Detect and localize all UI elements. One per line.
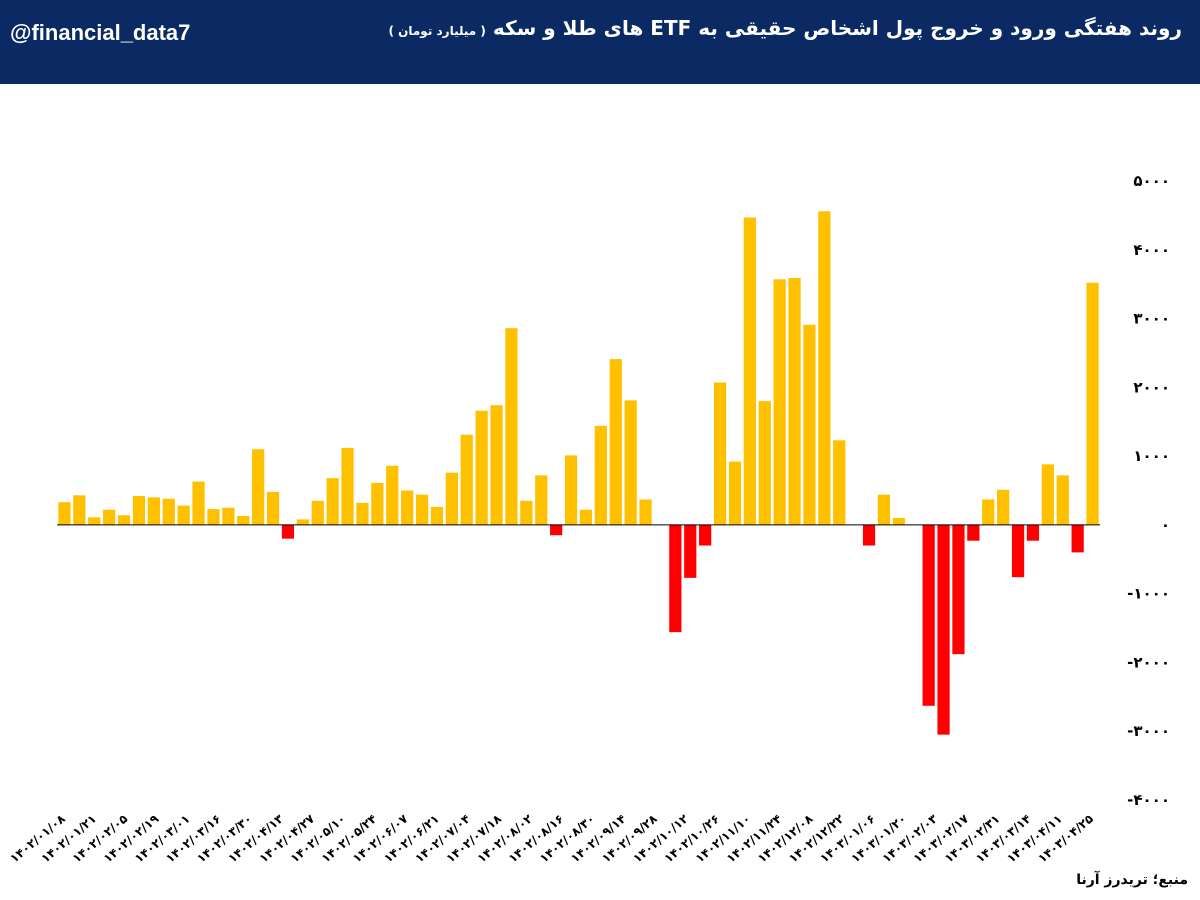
- bar: [341, 447, 354, 525]
- bar: [505, 328, 518, 525]
- bar: [758, 401, 771, 525]
- bar: [73, 495, 86, 525]
- bar: [535, 475, 548, 525]
- bar: [699, 524, 712, 546]
- bar: [997, 489, 1010, 525]
- bar: [460, 434, 473, 525]
- y-tick-label: ۱۰۰۰: [1133, 447, 1170, 465]
- bar: [833, 440, 846, 525]
- bar: [445, 472, 458, 525]
- chart-title: روند هفتگی ورود و خروج پول اشخاص حقیقی ب…: [388, 16, 1182, 40]
- y-tick-label: -۲۰۰۰: [1127, 653, 1170, 671]
- bar: [222, 507, 235, 525]
- bar: [252, 449, 265, 525]
- bar: [952, 524, 965, 655]
- bar: [311, 500, 324, 525]
- bar: [103, 509, 116, 525]
- bar: [58, 502, 71, 525]
- bar: [237, 515, 250, 525]
- bar: [1071, 524, 1084, 553]
- bar: [1086, 282, 1099, 525]
- y-tick-label: ۴۰۰۰: [1133, 241, 1170, 259]
- bar: [490, 405, 503, 525]
- bar: [550, 524, 563, 536]
- bar: [982, 499, 995, 525]
- bar: [147, 497, 160, 525]
- y-tick-label: ۵۰۰۰: [1133, 172, 1170, 190]
- y-axis-ticks: ۵۰۰۰ ۴۰۰۰ ۳۰۰۰ ۲۰۰۰ ۱۰۰۰ ۰ -۱۰۰۰ -۲۰۰۰ -۳۰۰۰ -۴۰۰…: [1127, 172, 1170, 809]
- y-tick-label: -۴۰۰۰: [1127, 791, 1170, 809]
- bar: [326, 478, 339, 525]
- bar: [579, 509, 593, 525]
- bar: [713, 382, 727, 525]
- bar: [937, 524, 950, 735]
- bar: [1056, 475, 1069, 525]
- bar: [788, 277, 801, 525]
- bar: [177, 505, 190, 525]
- bar: [192, 481, 205, 525]
- bar: [728, 461, 742, 525]
- bar: [743, 217, 756, 525]
- y-tick-label: -۳۰۰۰: [1127, 722, 1170, 740]
- bar: [415, 494, 429, 525]
- bar: [684, 524, 697, 578]
- bar: [88, 517, 101, 525]
- bar: [475, 410, 488, 525]
- bar: [594, 425, 607, 525]
- bar: [1011, 524, 1025, 578]
- bar: [564, 455, 578, 525]
- source-note: منبع؛ تریدرز آرنا: [1076, 872, 1188, 888]
- bars-group: [58, 211, 1099, 735]
- bar: [281, 524, 295, 539]
- bar: [162, 498, 175, 525]
- bar: [1041, 464, 1054, 525]
- bar: [877, 494, 891, 525]
- y-tick-label: -۱۰۰۰: [1127, 585, 1170, 603]
- bar: [639, 499, 652, 525]
- bar: [296, 519, 309, 525]
- bar: [1026, 524, 1040, 541]
- bar: [430, 507, 444, 525]
- bar: [132, 496, 146, 525]
- header-banner: @financial_data7 روند هفتگی ورود و خروج …: [0, 0, 1200, 84]
- account-handle: @financial_data7: [10, 20, 191, 45]
- bar: [892, 518, 905, 525]
- bar: [371, 482, 384, 525]
- bar: [356, 502, 369, 525]
- bar: [818, 211, 831, 525]
- bar: [266, 491, 280, 525]
- bar: [624, 400, 637, 525]
- bar: [922, 524, 935, 706]
- chart-title-text: روند هفتگی ورود و خروج پول اشخاص حقیقی ب…: [492, 16, 1182, 40]
- bar: [967, 524, 980, 541]
- y-tick-label: ۰: [1161, 516, 1170, 534]
- bar: [773, 279, 786, 525]
- y-tick-label: ۳۰۰۰: [1133, 310, 1170, 328]
- x-axis-ticks: ۱۴۰۲/۰۱/۰۸۱۴۰۲/۰۱/۲۱۱۴۰۲/۰۲/۰۵۱۴۰۲/۰۲/۱۹…: [7, 811, 1096, 865]
- bar: [803, 324, 816, 525]
- bar: [520, 500, 533, 525]
- bar: [669, 524, 682, 633]
- y-tick-label: ۲۰۰۰: [1133, 378, 1170, 396]
- chart-subtitle: ( میلیارد تومان ): [388, 24, 486, 38]
- bar: [386, 465, 399, 525]
- bar: [609, 359, 622, 525]
- bar: [401, 490, 414, 525]
- bar: [862, 524, 876, 546]
- bar: [207, 509, 220, 525]
- bar: [117, 515, 131, 525]
